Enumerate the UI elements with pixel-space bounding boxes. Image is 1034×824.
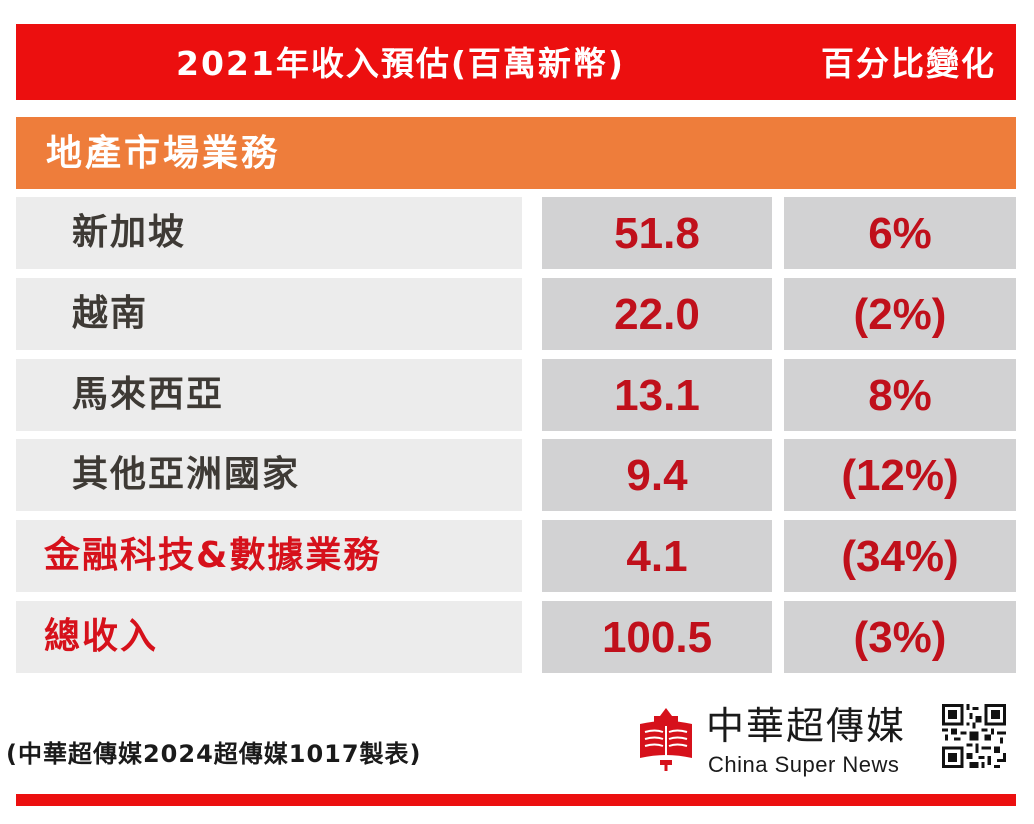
lantern-book-logo-icon <box>640 708 692 771</box>
bottom-accent-bar <box>16 794 1016 806</box>
table-row: 新加坡 51.8 6% <box>0 197 1034 269</box>
table-row: 馬來西亞 13.1 8% <box>0 359 1034 431</box>
row-label: 其他亞洲國家 <box>16 439 522 511</box>
row-label: 新加坡 <box>16 197 522 269</box>
row-value: 22.0 <box>542 278 772 350</box>
row-label: 越南 <box>16 278 522 350</box>
change-column-header: 百分比變化 <box>821 44 996 83</box>
row-change: (3%) <box>784 601 1016 673</box>
table-row: 越南 22.0 (2%) <box>0 278 1034 350</box>
row-change: (12%) <box>784 439 1016 511</box>
row-label: 總收入 <box>16 601 522 673</box>
section-header: 地產市場業務 <box>16 117 1016 189</box>
row-value: 13.1 <box>542 359 772 431</box>
table-row: 其他亞洲國家 9.4 (12%) <box>0 439 1034 511</box>
row-value: 100.5 <box>542 601 772 673</box>
row-change: 8% <box>784 359 1016 431</box>
row-label: 金融科技&數據業務 <box>16 520 522 592</box>
row-change: (2%) <box>784 278 1016 350</box>
section-title: 地產市場業務 <box>46 133 281 174</box>
brand-name-chinese: 中華超傳媒 <box>706 704 907 748</box>
revenue-column-header: 2021年收入預估(百萬新幣) <box>176 44 626 83</box>
brand-logo-block: 中華超傳媒 China Super News <box>636 704 936 780</box>
table-header: 2021年收入預估(百萬新幣) 百分比變化 <box>16 24 1016 100</box>
qr-code-icon <box>942 704 1006 768</box>
row-value: 51.8 <box>542 197 772 269</box>
table-row: 總收入 100.5 (3%) <box>0 601 1034 673</box>
row-change: 6% <box>784 197 1016 269</box>
brand-name-english: China Super News <box>708 752 900 777</box>
row-change: (34%) <box>784 520 1016 592</box>
row-value: 9.4 <box>542 439 772 511</box>
source-note: (中華超傳媒2024超傳媒1017製表) <box>6 740 422 768</box>
row-value: 4.1 <box>542 520 772 592</box>
row-label: 馬來西亞 <box>16 359 522 431</box>
table-row: 金融科技&數據業務 4.1 (34%) <box>0 520 1034 592</box>
